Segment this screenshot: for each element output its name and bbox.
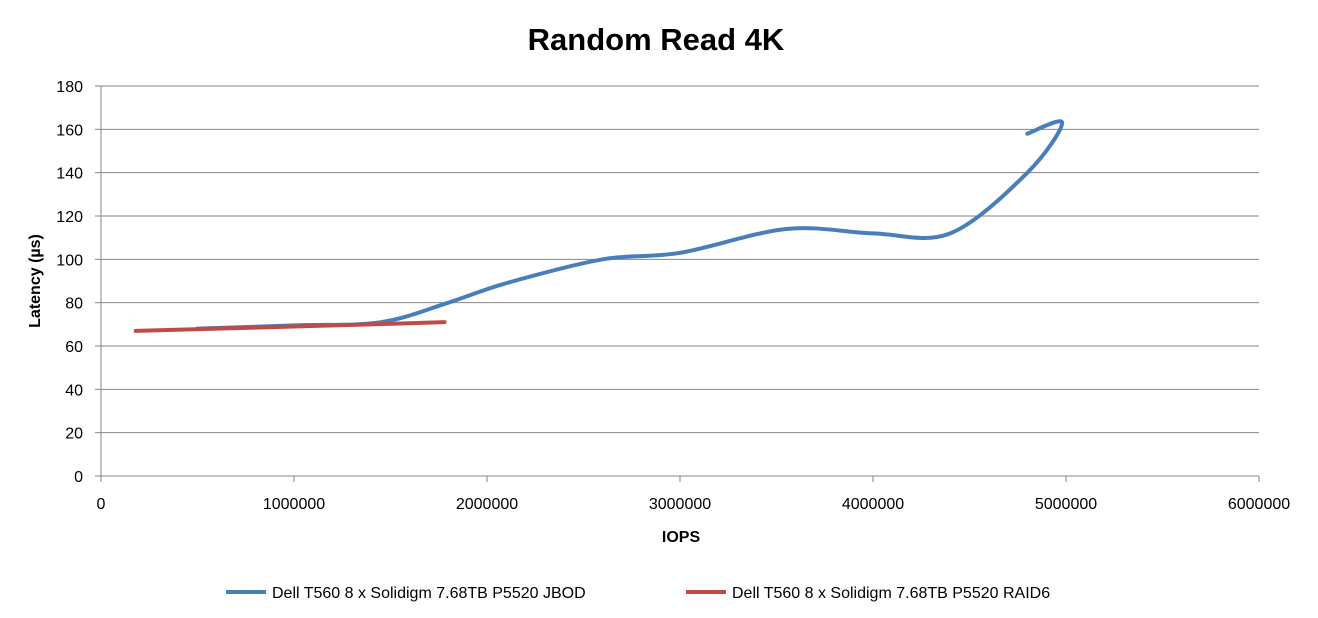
x-tick-label: 4000000 bbox=[842, 496, 904, 513]
x-tick-label: 1000000 bbox=[263, 496, 325, 513]
y-tick-label: 0 bbox=[74, 469, 83, 486]
x-axis-ticks: 0 1000000 2000000 3000000 4000000 5000000 6000… bbox=[97, 476, 1290, 513]
axes bbox=[100, 86, 1259, 477]
series-line-2 bbox=[133, 320, 447, 333]
y-axis-ticks: 0 20 40 60 80 100 120 140 160 180 bbox=[56, 79, 101, 486]
y-tick-label: 180 bbox=[56, 79, 83, 96]
x-tick-label: 2000000 bbox=[456, 496, 518, 513]
x-tick-label: 6000000 bbox=[1228, 496, 1290, 513]
legend: Dell T560 8 x Solidigm 7.68TB P5520 JBOD… bbox=[226, 585, 1050, 602]
y-tick-label: 20 bbox=[65, 426, 83, 443]
y-tick-label: 120 bbox=[56, 209, 83, 226]
y-tick-label: 60 bbox=[65, 339, 83, 356]
chart-title: Random Read 4K bbox=[528, 22, 785, 57]
y-tick-label: 40 bbox=[65, 382, 83, 399]
legend-label-1: Dell T560 8 x Solidigm 7.68TB P5520 JBOD bbox=[272, 585, 586, 602]
y-axis-label: Latency (µs) bbox=[27, 234, 44, 328]
y-tick-label: 160 bbox=[56, 122, 83, 139]
y-tick-label: 140 bbox=[56, 166, 83, 183]
x-tick-label: 3000000 bbox=[649, 496, 711, 513]
x-axis-label: IOPS bbox=[662, 529, 701, 546]
x-tick-label: 0 bbox=[97, 496, 106, 513]
y-tick-label: 80 bbox=[65, 296, 83, 313]
legend-label-2: Dell T560 8 x Solidigm 7.68TB P5520 RAID… bbox=[732, 585, 1050, 602]
gridlines bbox=[101, 85, 1259, 434]
series-lines bbox=[133, 119, 1065, 333]
y-tick-label: 100 bbox=[56, 252, 83, 269]
series-line-1 bbox=[195, 119, 1065, 331]
x-tick-label: 5000000 bbox=[1035, 496, 1097, 513]
